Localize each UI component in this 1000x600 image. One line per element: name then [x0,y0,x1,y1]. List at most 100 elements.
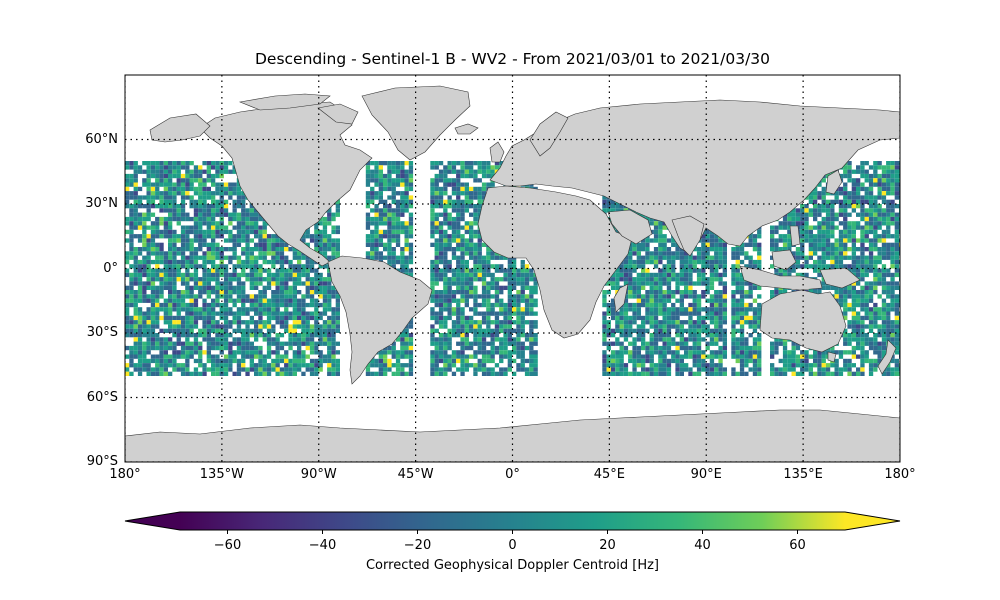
swath-cell [125,268,130,273]
swath-cell [864,281,869,286]
swath-cell [847,165,852,170]
swath-cell [189,328,194,333]
swath-cell [615,281,620,286]
swath-cell [890,247,895,252]
swath-cell [692,302,697,308]
swath-cell [236,264,242,269]
swath-cell [146,281,151,286]
swath-cell [262,285,267,290]
swath-cell [387,173,392,179]
swath-cell [494,302,500,308]
swath-cell [301,324,306,329]
swath-cell [447,298,452,303]
swath-cell [653,229,659,235]
swath-cell [477,255,482,260]
swath-cell [150,307,156,312]
swath-cell [180,191,186,196]
swath-cell [249,281,254,286]
swath-cell [469,242,474,247]
swath-cell [636,285,641,290]
swath-cell [744,255,749,260]
swath-cell [387,169,392,174]
swath-cell [894,268,899,273]
swath-cell [641,238,646,243]
swath-cell [275,259,280,265]
swath-cell [662,234,667,239]
swath-cell [168,285,173,290]
swath-cell [623,311,629,316]
swath-cell [748,290,753,295]
swath-cell [133,199,138,204]
swath-cell [176,212,181,217]
swath-cell [211,311,216,316]
swath-cell [494,165,500,170]
swath-cell [249,212,254,217]
swath-cell [254,216,259,222]
swath-cell [176,234,181,239]
swath-cell [464,298,469,303]
swath-cell [125,311,130,316]
swath-cell [877,165,882,170]
swath-cell [146,195,151,200]
swath-cell [739,324,745,329]
swath-cell [301,281,306,286]
swath-cell [705,229,710,235]
swath-cell [447,277,452,282]
swath-cell [851,247,856,252]
swath-cell [873,212,878,217]
swath-cell [228,212,233,217]
swath-cell [262,247,267,252]
swath-cell [241,290,246,295]
swath-cell [499,324,504,329]
swath-cell [438,302,444,308]
swath-cell [318,277,323,282]
swath-cell [266,238,272,243]
swath-cell [193,204,199,209]
swath-cell [503,255,508,260]
swath-cell [370,247,375,252]
swath-cell [172,186,177,192]
swath-cell [125,178,130,183]
swath-cell [714,298,719,303]
swath-cell [370,221,375,226]
swath-cell [443,242,448,247]
swath-cell [168,311,173,316]
swath-cell [847,178,852,183]
swath-cell [193,208,199,213]
swath-cell [305,234,310,239]
swath-cell [817,225,822,230]
swath-cell [881,216,887,222]
swath-cell [236,229,242,235]
swath-cell [193,281,199,286]
swath-cell [193,225,199,230]
swath-cell [258,307,263,312]
swath-cell [886,320,891,325]
swath-cell [254,247,259,252]
swath-cell [365,212,371,217]
swath-cell [731,247,736,252]
swath-cell [163,259,168,265]
swath-cell [404,191,409,196]
swath-cell [701,294,706,299]
swath-cell [456,281,461,286]
swath-cell [271,242,276,247]
swath-cell [275,298,280,303]
swath-cell [163,234,168,239]
swath-cell [288,324,293,329]
swath-cell [868,255,874,260]
swath-cell [894,216,899,222]
swath-cell [825,225,831,230]
swath-cell [447,307,452,312]
swath-cell [666,247,672,252]
swath-cell [821,195,826,200]
swath-cell [838,173,844,179]
swath-cell [395,191,401,196]
swath-cell [146,225,151,230]
swath-cell [322,302,328,308]
swath-cell [172,204,177,209]
swath-cell [860,208,865,213]
swath-cell [185,225,190,230]
swath-cell [185,216,190,222]
swath-cell [890,272,895,278]
swath-cell [718,298,723,303]
